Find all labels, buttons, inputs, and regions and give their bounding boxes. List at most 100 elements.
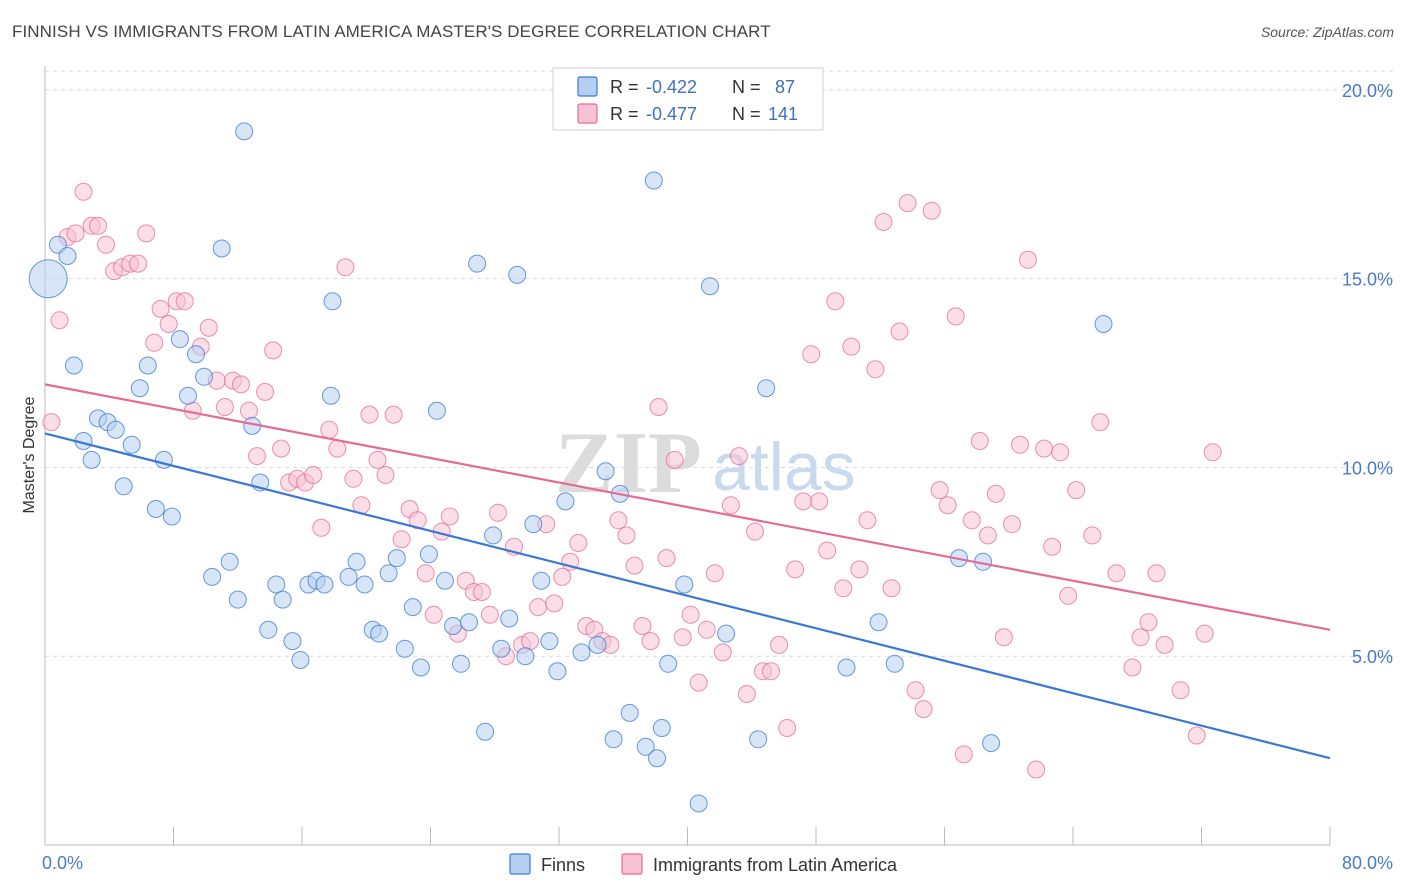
point-latin bbox=[1059, 586, 1078, 605]
point-latin bbox=[705, 564, 724, 583]
point-latin bbox=[320, 420, 339, 439]
y-axis-title: Master's Degree bbox=[21, 396, 38, 513]
point-latin bbox=[66, 224, 85, 243]
point-latin bbox=[264, 341, 283, 360]
point-finns bbox=[648, 749, 666, 768]
point-latin bbox=[746, 522, 764, 541]
point-finns bbox=[370, 624, 389, 643]
point-finns bbox=[170, 330, 189, 349]
point-latin bbox=[521, 632, 540, 651]
point-latin bbox=[416, 564, 435, 583]
point-latin bbox=[1027, 760, 1046, 779]
point-latin bbox=[898, 194, 917, 213]
point-latin bbox=[665, 450, 684, 469]
point-finns bbox=[323, 292, 342, 311]
point-latin bbox=[199, 318, 218, 337]
legend-r-value-latin: -0.477 bbox=[646, 104, 697, 124]
point-finns bbox=[315, 575, 334, 594]
legend-r-label-finns: R = bbox=[610, 77, 639, 97]
point-finns bbox=[701, 277, 719, 296]
point-latin bbox=[1043, 537, 1062, 556]
point-latin bbox=[858, 511, 877, 530]
point-finns bbox=[427, 401, 446, 420]
point-latin bbox=[729, 447, 748, 466]
point-latin bbox=[762, 662, 780, 681]
point-finns bbox=[644, 171, 663, 190]
legend-r-value-finns: -0.422 bbox=[646, 77, 697, 97]
point-finns bbox=[460, 613, 478, 632]
point-finns bbox=[411, 658, 430, 677]
point-latin bbox=[834, 579, 853, 598]
points-layer bbox=[28, 122, 1222, 813]
point-finns bbox=[444, 617, 462, 635]
point-finns bbox=[179, 386, 197, 405]
point-finns bbox=[548, 662, 567, 681]
axes-layer: 5.0% 10.0% 15.0% 20.0% 0.0% 80.0% bbox=[42, 66, 1393, 873]
legend-n-label-latin: N = bbox=[732, 104, 761, 124]
point-finns bbox=[379, 564, 398, 583]
legend-series-label-latin: Immigrants from Latin America bbox=[653, 855, 898, 875]
point-finns bbox=[122, 435, 141, 454]
point-finns bbox=[596, 462, 615, 481]
point-latin bbox=[930, 481, 949, 500]
legend-swatch-latin bbox=[577, 103, 598, 124]
point-latin bbox=[368, 450, 387, 469]
point-finns bbox=[484, 526, 503, 545]
point-finns bbox=[28, 259, 68, 299]
point-latin bbox=[826, 292, 845, 311]
point-finns bbox=[339, 567, 358, 586]
point-latin bbox=[328, 439, 347, 458]
legend-series: Finns Immigrants from Latin America bbox=[509, 853, 898, 875]
point-latin bbox=[376, 466, 395, 484]
point-finns bbox=[395, 639, 414, 658]
point-latin bbox=[408, 511, 427, 530]
point-finns bbox=[273, 590, 292, 609]
point-finns bbox=[267, 575, 286, 594]
point-latin bbox=[159, 315, 178, 333]
point-latin bbox=[569, 534, 588, 552]
point-finns bbox=[659, 654, 678, 673]
point-latin bbox=[890, 322, 909, 341]
point-latin bbox=[633, 617, 652, 635]
watermark-atlas: atlas bbox=[712, 429, 856, 505]
point-latin bbox=[681, 605, 700, 624]
point-finns bbox=[321, 386, 340, 405]
legend-series-label-finns: Finns bbox=[541, 855, 585, 875]
point-finns bbox=[259, 620, 278, 639]
y-tick-label: 20.0% bbox=[1342, 81, 1393, 101]
point-latin bbox=[770, 635, 789, 654]
point-latin bbox=[529, 598, 548, 617]
point-finns bbox=[203, 567, 222, 586]
point-finns bbox=[187, 345, 205, 364]
point-latin bbox=[392, 530, 411, 549]
point-latin bbox=[1131, 628, 1150, 647]
point-latin bbox=[424, 605, 443, 624]
point-latin bbox=[1203, 443, 1222, 462]
point-finns bbox=[130, 379, 149, 398]
point-finns bbox=[403, 598, 422, 617]
point-latin bbox=[842, 337, 861, 356]
chart-title: FINNISH VS IMMIGRANTS FROM LATIN AMERICA… bbox=[12, 22, 771, 41]
point-latin bbox=[1003, 515, 1021, 534]
point-latin bbox=[384, 405, 403, 424]
point-latin bbox=[1067, 481, 1086, 500]
point-latin bbox=[625, 556, 644, 575]
point-latin bbox=[882, 579, 901, 598]
point-latin bbox=[673, 628, 692, 647]
point-latin bbox=[657, 549, 676, 568]
point-finns bbox=[146, 500, 165, 518]
point-latin bbox=[1187, 726, 1206, 745]
point-latin bbox=[1051, 443, 1070, 462]
point-latin bbox=[1171, 681, 1190, 700]
point-latin bbox=[713, 643, 732, 662]
point-finns bbox=[195, 367, 213, 386]
point-finns bbox=[717, 624, 736, 643]
trend-layer bbox=[44, 383, 1331, 760]
legend-series-swatch-latin bbox=[621, 853, 643, 875]
point-latin bbox=[336, 258, 355, 277]
point-latin bbox=[1035, 439, 1054, 458]
point-finns bbox=[556, 492, 575, 511]
point-finns bbox=[355, 575, 374, 594]
point-finns bbox=[540, 632, 559, 651]
